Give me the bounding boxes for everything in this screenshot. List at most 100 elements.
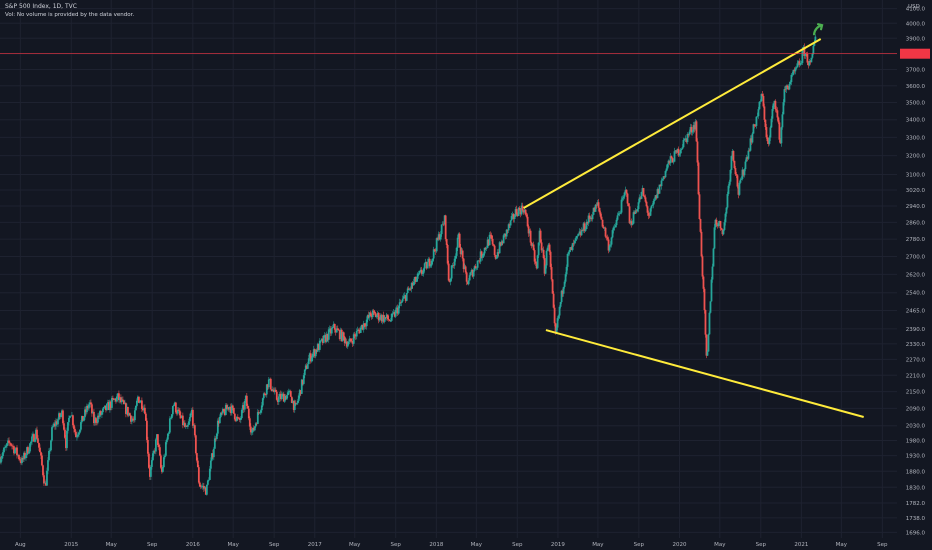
candle-body	[542, 249, 545, 259]
candle-body	[421, 273, 424, 274]
candle-body	[744, 161, 747, 170]
candle-body	[109, 401, 111, 411]
candle-body	[586, 221, 589, 224]
candle-body	[801, 50, 804, 63]
candle-body	[287, 391, 290, 393]
candle-body	[326, 333, 329, 340]
candle-body	[572, 243, 575, 244]
candle-body	[662, 176, 665, 180]
price-tick-label: 1696.0	[906, 530, 926, 536]
candle-body	[124, 403, 126, 405]
time-tick-label: May	[714, 542, 726, 548]
candle-body	[291, 400, 294, 403]
candle-body	[677, 148, 680, 156]
candle-body	[512, 214, 515, 219]
current-price-label	[900, 48, 930, 59]
candle-body	[813, 41, 816, 46]
candle-body	[309, 353, 312, 362]
candle-body	[262, 393, 265, 399]
candle-body	[203, 487, 206, 489]
candle-body	[650, 205, 653, 209]
candle-body	[143, 407, 146, 414]
candle-body	[272, 389, 275, 392]
candle-body	[319, 340, 322, 341]
candle-body	[423, 263, 426, 269]
candle-body	[364, 325, 367, 327]
candle-body	[36, 429, 38, 439]
candle-body	[32, 434, 34, 437]
candle-body	[438, 234, 441, 240]
candle-body	[132, 418, 134, 420]
candle-body	[720, 228, 723, 230]
candle-body	[776, 110, 779, 118]
candle-body	[714, 219, 717, 228]
candle-body	[269, 378, 272, 390]
candle-body	[690, 127, 693, 133]
time-tick-label: 2020	[672, 542, 686, 548]
candle-body	[576, 235, 579, 237]
candle-body	[373, 311, 376, 314]
candle-body	[303, 369, 306, 376]
candle-body	[22, 458, 24, 460]
candle-body	[392, 312, 395, 314]
candle-body	[806, 53, 809, 63]
price-tick-label: 2330.0	[906, 342, 926, 348]
candle-body	[55, 421, 57, 427]
candle-body	[693, 125, 696, 130]
candle-body	[360, 324, 363, 328]
candle-body	[325, 333, 328, 342]
candle-body	[304, 365, 307, 370]
candle-body	[718, 221, 721, 224]
candle-body	[726, 194, 729, 208]
candle-body	[518, 207, 521, 210]
candle-body	[749, 138, 752, 151]
price-tick-label: 2210.0	[906, 373, 926, 379]
candle-body	[280, 394, 283, 400]
candle-body	[46, 470, 48, 486]
candle-body	[578, 231, 581, 234]
trendlines[interactable]	[523, 38, 864, 418]
candle-body	[526, 216, 529, 227]
candle-body	[39, 447, 41, 453]
candle-body	[461, 250, 464, 259]
candle-body	[553, 307, 556, 324]
candle-body	[227, 407, 230, 410]
candle-body	[604, 227, 607, 237]
candle-body	[121, 399, 123, 403]
candle-body	[85, 409, 87, 413]
price-axis[interactable]: USD 4100.04000.03900.03800.03700.03600.0…	[897, 0, 932, 538]
candle-body	[41, 455, 43, 466]
candle-body	[149, 466, 152, 477]
price-tick-label: 1830.0	[906, 485, 926, 491]
candle-body	[788, 84, 791, 90]
candle-body	[640, 191, 643, 199]
candle-body	[289, 391, 292, 397]
candle-body	[339, 329, 342, 340]
candle-body	[147, 453, 150, 468]
candle-body	[704, 310, 707, 335]
candle-body	[260, 405, 263, 411]
candle-body	[684, 138, 687, 139]
candle-body	[164, 442, 167, 456]
candle-body	[561, 290, 564, 294]
candle-body	[248, 418, 251, 427]
candle-body	[313, 349, 316, 357]
candle-body	[751, 133, 754, 143]
price-tick-label: 2090.0	[906, 406, 926, 412]
candle-body	[702, 276, 705, 289]
candle-body	[247, 408, 250, 419]
candle-body	[623, 192, 626, 197]
price-tick-label: 2150.0	[906, 390, 926, 396]
candle-body	[415, 278, 418, 282]
candle-body	[116, 396, 118, 402]
price-tick-label: 1980.0	[906, 439, 926, 445]
candle-body	[442, 223, 445, 225]
candle-body	[574, 238, 577, 241]
time-axis[interactable]: Aug 2015 May Sep 2016 May Sep 2017 May Sep 2018 May…	[0, 538, 932, 550]
time-tick-label: May	[471, 542, 483, 548]
candle-body	[464, 266, 467, 273]
candle-body	[625, 189, 628, 194]
candle-body	[142, 407, 145, 411]
